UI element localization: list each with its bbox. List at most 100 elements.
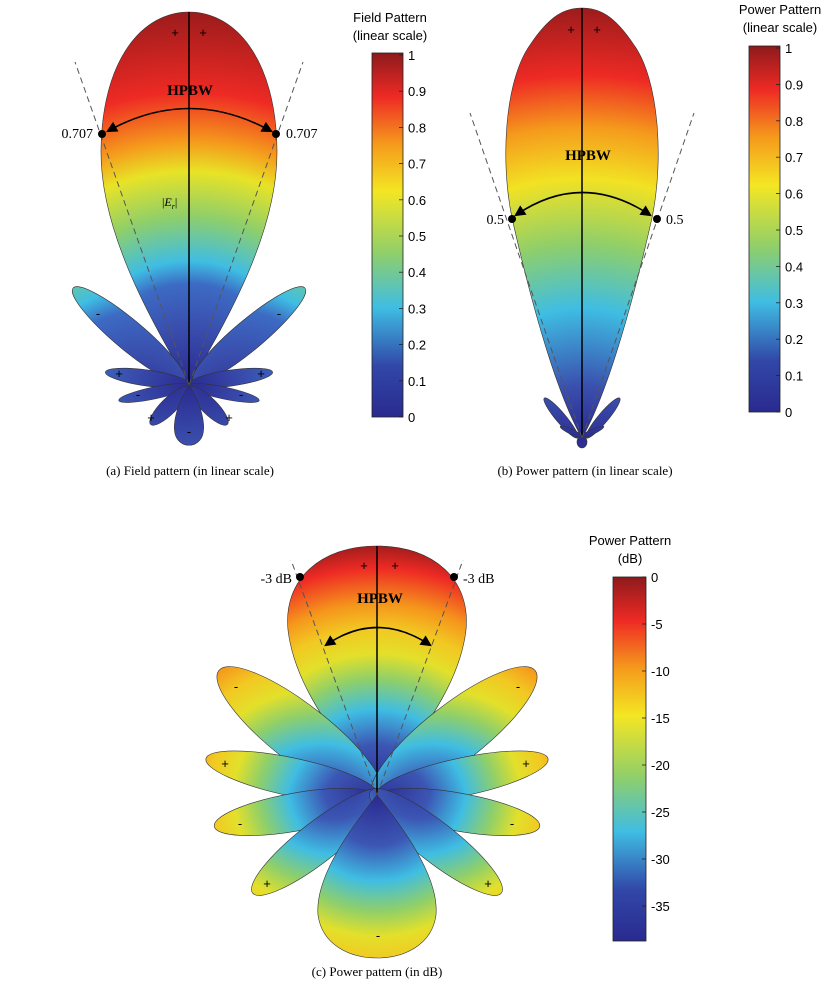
half-power-point (296, 573, 304, 581)
colorbar-tick-label: 0.3 (408, 301, 426, 316)
half-power-point (450, 573, 458, 581)
colorbar-tick-label: 0.5 (408, 229, 426, 244)
hpbw-dashed-line (581, 112, 695, 439)
right-point-label: -3 dB (463, 572, 495, 587)
lobe-sign: + (115, 366, 123, 381)
right-point-label: 0.707 (286, 127, 318, 142)
lobe-sign: - (187, 424, 191, 439)
colorbar-tick-label: 0.5 (785, 223, 803, 238)
field-magnitude-label: |Er| (162, 195, 177, 211)
lobe-sign-labels: + + (567, 22, 601, 37)
colorbar-tick-label: 0 (785, 405, 792, 420)
colorbar-gradient (371, 52, 404, 418)
colorbar-tick-label: -15 (651, 711, 670, 726)
colorbar-title: Power Pattern (739, 2, 821, 17)
left-point-label: 0.5 (487, 213, 505, 228)
colorbar-gradient (612, 576, 647, 942)
lobe-sign: + (360, 558, 368, 573)
colorbar-tick-label: -5 (651, 617, 663, 632)
hpbw-dashed-line (74, 61, 190, 386)
panel-c: HPBW -3 dB -3 dB + + - - + + - - + + - P… (205, 533, 671, 979)
hpbw-dashed-line (469, 112, 583, 439)
lobe-sign: + (567, 22, 575, 37)
hpbw-dashed-line (290, 559, 378, 796)
hpbw-label: HPBW (565, 148, 611, 164)
colorbar-tick-label: 0.4 (408, 265, 426, 280)
colorbar-tick-label: 0.9 (408, 84, 426, 99)
caption-b: (b) Power pattern (in linear scale) (497, 463, 672, 478)
lobe-sign: - (234, 679, 238, 694)
colorbar-tick-label: -30 (651, 852, 670, 867)
lobe-sign: + (225, 410, 233, 425)
colorbar-tick-label: 0.7 (785, 150, 803, 165)
colorbar-tick-label: 0.6 (785, 187, 803, 202)
side-lobe (369, 788, 503, 896)
colorbar-tick-label: -25 (651, 805, 670, 820)
lobe-sign: + (199, 25, 207, 40)
back-lobe (174, 384, 204, 446)
colorbar-tick-label: 0 (651, 570, 658, 585)
lobe-sign: + (522, 756, 530, 771)
lobe-sign: - (376, 928, 380, 943)
hpbw-arc-arrow (514, 191, 652, 217)
colorbar-tick-label: 0.1 (785, 369, 803, 384)
colorbar-tick-label: 1 (408, 48, 415, 63)
half-power-point (653, 215, 661, 223)
hpbw-arc-arrow (106, 107, 273, 133)
lobe-sign: - (96, 306, 100, 321)
colorbar-tick-label: -35 (651, 899, 670, 914)
hpbw-dashed-line (376, 559, 464, 796)
colorbar-title: Field Pattern (353, 10, 427, 25)
colorbar-b: Power Pattern (linear scale) 1 0.9 0.8 0.7 0… (739, 2, 821, 420)
colorbar-tick-label: 0.4 (785, 259, 803, 274)
lobe-sign: - (136, 387, 140, 402)
lobe-sign: - (510, 816, 514, 831)
lobe-sign: + (391, 558, 399, 573)
lobe-sign: + (257, 366, 265, 381)
half-power-point (508, 215, 516, 223)
hpbw-arc-arrow (324, 626, 432, 647)
colorbar-tick-label: 0.8 (408, 120, 426, 135)
lobe-sign: - (239, 387, 243, 402)
hpbw-label: HPBW (357, 591, 403, 607)
colorbar-tick-label: 0.9 (785, 77, 803, 92)
lobe-sign: + (221, 756, 229, 771)
hpbw-dashed-line (188, 61, 304, 386)
colorbar-title: (linear scale) (743, 20, 817, 35)
lobe-sign: - (277, 306, 281, 321)
colorbar-tick-label: 1 (785, 41, 792, 56)
colorbar-title: (dB) (618, 551, 643, 566)
half-power-point (98, 130, 106, 138)
colorbar-tick-label: 0.2 (785, 332, 803, 347)
colorbar-tick-label: 0.8 (785, 114, 803, 129)
lobe-sign: + (593, 22, 601, 37)
left-point-label: 0.707 (62, 127, 94, 142)
lobe-sign: + (147, 410, 155, 425)
lobe-sign-labels: + + - - + + - - + + - (96, 25, 281, 439)
colorbar-tick-label: -10 (651, 664, 670, 679)
colorbar-tick-label: -20 (651, 758, 670, 773)
half-power-point (272, 130, 280, 138)
colorbar-tick-label: 0.7 (408, 157, 426, 172)
lobe-sign-labels: + + - - + + - - + + - (221, 558, 530, 943)
colorbar-title: Power Pattern (589, 533, 671, 548)
colorbar-tick-label: 0.3 (785, 296, 803, 311)
panel-b: HPBW 0.5 0.5 + + Power Pattern (linear s… (469, 2, 821, 478)
colorbar-title: (linear scale) (353, 28, 427, 43)
hpbw-label: HPBW (167, 83, 213, 99)
colorbar-tick-label: 0.1 (408, 374, 426, 389)
colorbar-c: Power Pattern (dB) 0 -5 -10 -15 -20 -25 -30 -35 (589, 533, 671, 942)
panel-a: HPBW 0.707 0.707 |Er| + + - - + + - - + … (62, 10, 428, 478)
lobe-sign: - (238, 816, 242, 831)
right-point-label: 0.5 (666, 213, 684, 228)
caption-a: (a) Field pattern (in linear scale) (106, 463, 274, 478)
colorbar-a: Field Pattern (linear scale) 1 0.9 0.8 0.7 0… (353, 10, 427, 425)
lobe-sign: + (263, 876, 271, 891)
lobe-sign: + (171, 25, 179, 40)
colorbar-tick-label: 0.6 (408, 193, 426, 208)
colorbar-tick-label: 0 (408, 410, 415, 425)
colorbar-gradient (748, 45, 781, 413)
caption-c: (c) Power pattern (in dB) (312, 964, 443, 979)
lobe-sign: - (516, 679, 520, 694)
